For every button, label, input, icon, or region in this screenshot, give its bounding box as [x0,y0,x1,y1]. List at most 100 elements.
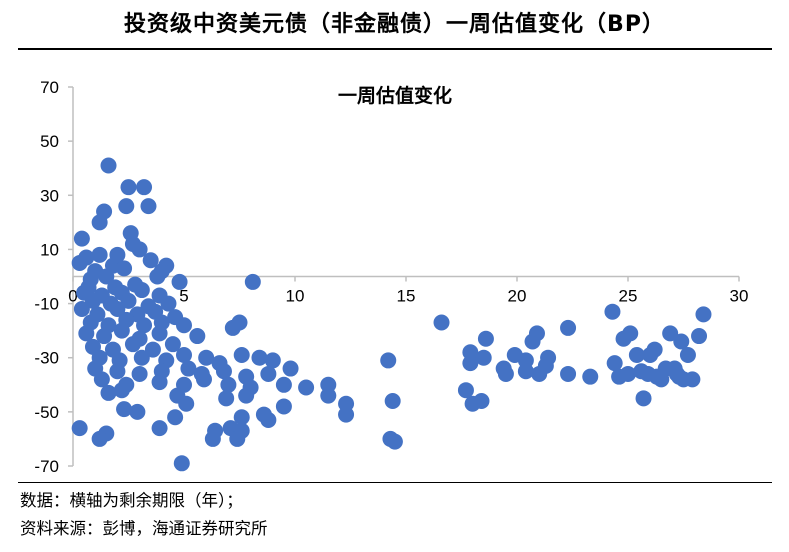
data-point [215,363,232,380]
data-point [662,325,679,342]
data-point [635,390,652,407]
data-point [560,319,577,336]
data-point [98,268,115,285]
data-point [91,214,108,231]
data-point [109,363,126,380]
data-point [275,376,292,393]
data-point [260,365,277,382]
chart-title: 一周估值变化 [338,84,452,107]
data-point [73,230,90,247]
x-tick-label: 5 [179,287,188,306]
data-point [131,241,148,258]
y-tick-label: -10 [34,295,59,314]
data-point [131,365,148,382]
data-point [140,198,157,215]
data-point [668,365,685,382]
data-point [648,368,665,385]
x-tick-label: 0 [68,287,77,306]
data-point [204,430,221,447]
data-point [91,246,108,263]
data-point [233,409,250,426]
data-point [224,319,241,336]
data-point [84,292,101,309]
data-point [136,317,153,334]
data-point [133,282,150,299]
y-tick-label: -50 [34,403,59,422]
x-tick-label: 30 [730,287,749,306]
data-point [338,406,355,423]
data-point [129,403,146,420]
data-point [176,347,192,364]
data-point [176,317,192,334]
data-point [620,365,636,382]
data-point [646,341,663,358]
data-point [260,411,277,428]
data-point [189,328,206,345]
data-point [233,347,250,364]
data-point [116,260,133,277]
data-point [71,420,88,437]
x-tick-label: 20 [508,287,527,306]
data-point [229,430,246,447]
data-point [673,333,690,350]
y-tick-label: 30 [40,186,59,205]
data-point [91,430,108,447]
data-point [164,336,181,353]
data-point [116,401,133,418]
data-point [497,365,514,382]
tick-labels: -70 -50 -30 -10 10 30 50 70 0 5 10 15 20 25 30 [34,78,748,476]
data-point [73,300,90,317]
data-point [477,330,494,347]
x-tick-label: 15 [397,287,416,306]
data-point [151,325,168,342]
data-point [124,336,141,353]
data-point [113,382,130,399]
data-point [384,393,401,410]
data-point [173,455,190,472]
data-point [78,325,95,342]
data-point [582,368,599,385]
data-point [160,295,177,312]
data-point [537,357,554,374]
data-point [684,371,701,388]
data-point [171,273,188,290]
data-point [167,409,184,426]
data-point [695,306,712,323]
y-tick-label: -70 [34,457,59,476]
data-point [142,252,159,269]
data-point [679,347,696,364]
data-point [120,179,137,196]
data-point [473,393,490,410]
data-point [622,325,639,342]
data-point [560,365,577,382]
data-point [238,387,255,404]
title-rule [18,48,772,50]
scatter-chart: 一周估值变化 -70 -50 -30 -10 10 30 50 70 0 5 10 15 20 25 30 [34,78,748,476]
axis-note: 数据：横轴为剩余期限（年）； [20,491,243,510]
data-point [462,355,479,372]
data-point [251,349,268,366]
data-point [151,420,168,437]
source-note: 资料来源：彭博，海通证券研究所 [20,519,268,538]
data-point [136,179,153,196]
data-point [528,325,545,342]
data-point [628,347,645,364]
y-tick-label: 10 [40,240,59,259]
x-tick-label: 10 [286,287,305,306]
data-point [151,374,168,391]
data-point [386,433,403,450]
data-point [93,371,110,388]
notes-rule [18,482,772,483]
data-point [118,198,135,215]
data-point [517,363,534,380]
data-point [218,390,235,407]
data-point [282,360,299,377]
x-tick-label: 25 [619,287,638,306]
data-point [195,371,212,388]
y-tick-label: -30 [34,349,59,368]
data-point [298,379,315,396]
data-point [320,387,337,404]
data-points [71,157,712,472]
data-point [71,254,88,271]
data-point [96,328,113,345]
